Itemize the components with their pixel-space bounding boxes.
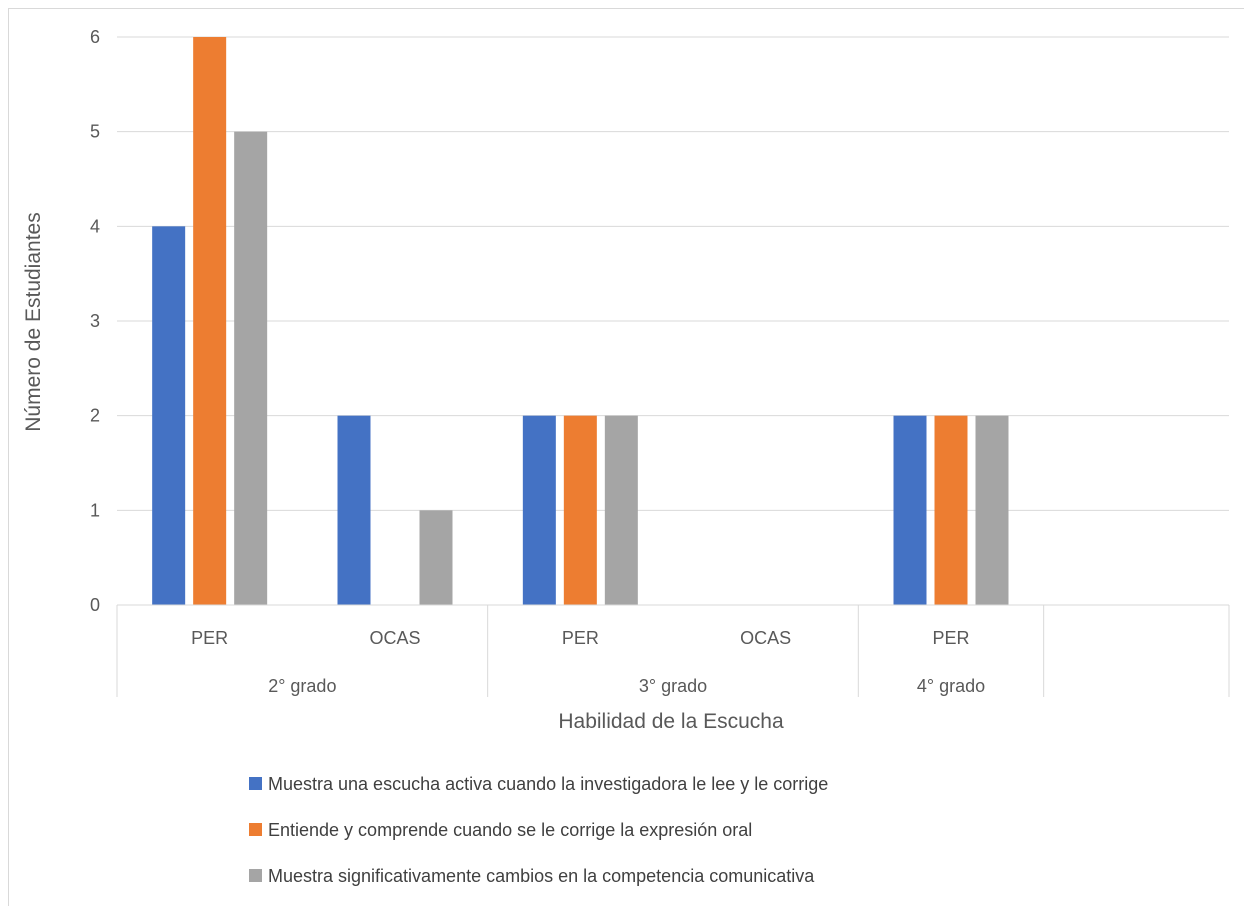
bar	[605, 416, 638, 605]
x-category-label: OCAS	[740, 628, 791, 648]
y-axis-title: Número de Estudiantes	[22, 212, 45, 431]
bar	[564, 416, 597, 605]
y-tick-label: 4	[90, 216, 100, 236]
legend: Muestra una escucha activa cuando la inv…	[249, 774, 828, 886]
bar	[976, 416, 1009, 605]
legend-swatch	[249, 869, 262, 882]
legend-entry: Entiende y comprende cuando se le corrig…	[268, 820, 752, 840]
x-group-label: 3° grado	[639, 676, 707, 696]
legend-entry: Muestra una escucha activa cuando la inv…	[268, 774, 828, 794]
y-tick-label: 0	[90, 595, 100, 615]
legend-swatch	[249, 777, 262, 790]
bar	[935, 416, 968, 605]
legend-swatch	[249, 823, 262, 836]
x-axis: PER OCAS PER OCAS PER 2° grado 3° grado 4° grad…	[117, 605, 1229, 697]
y-tick-label: 2	[90, 406, 100, 426]
bar	[193, 37, 226, 605]
bar	[234, 132, 267, 605]
legend-entry: Muestra significativamente cambios en la…	[268, 866, 815, 886]
x-group-label: 4° grado	[917, 676, 985, 696]
y-tick-label: 1	[90, 500, 100, 520]
bar	[152, 226, 185, 605]
bar	[338, 416, 371, 605]
y-tick-label: 3	[90, 311, 100, 331]
gridlines	[117, 37, 1229, 510]
x-category-label: OCAS	[369, 628, 420, 648]
x-category-label: PER	[932, 628, 969, 648]
y-tick-label: 5	[90, 122, 100, 142]
bar	[523, 416, 556, 605]
x-group-label: 2° grado	[268, 676, 336, 696]
x-category-label: PER	[191, 628, 228, 648]
x-category-label: PER	[562, 628, 599, 648]
y-axis-ticks: 0 1 2 3 4 5 6	[90, 27, 100, 615]
bar	[420, 510, 453, 605]
bar	[894, 416, 927, 605]
x-axis-title: Habilidad de la Escucha	[558, 710, 784, 733]
y-tick-label: 6	[90, 27, 100, 47]
